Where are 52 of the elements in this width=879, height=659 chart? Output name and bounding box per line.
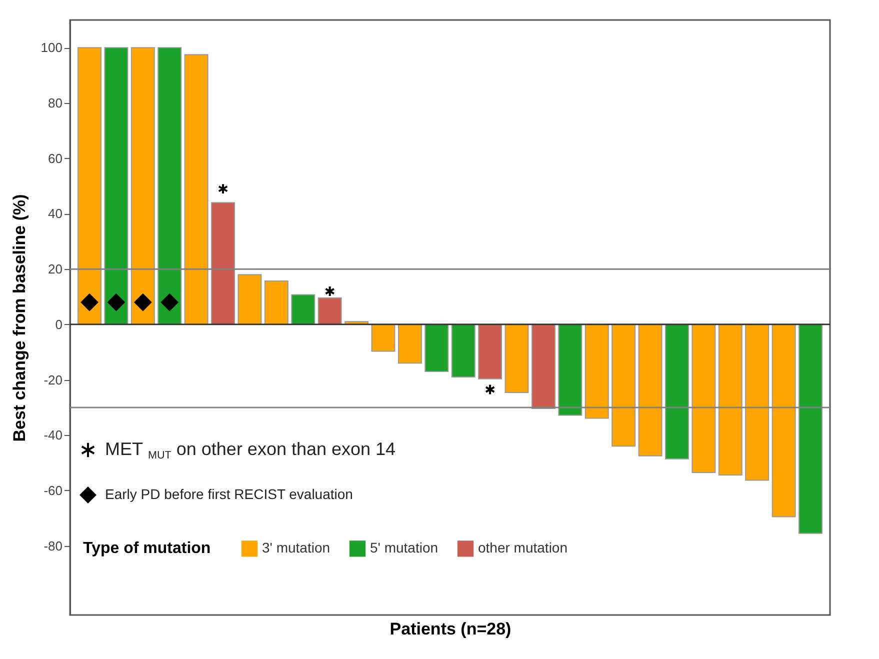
y-tick-label: 60 [48,150,62,166]
bar [398,324,422,364]
bar [130,47,155,325]
y-tick-label: 100 [40,40,62,56]
point [218,183,228,195]
legend-title: Type of mutation [83,540,211,557]
legend-label: 3' mutation [262,540,330,556]
bar [158,47,182,325]
x-axis-title: Patients (n=28) [390,620,512,638]
point [484,384,496,396]
bar [478,324,502,380]
y-tick-label: -20 [44,372,62,388]
bar [772,324,796,518]
bar [665,324,689,460]
y-axis-title: Best change from baseline (%) [10,194,29,442]
bar [184,54,208,325]
bar [612,324,636,447]
bar [584,324,609,419]
point [324,285,335,297]
bar [264,280,288,325]
y-tick-label: 40 [48,206,62,222]
bar [424,324,449,372]
bar [504,324,529,393]
point [134,293,152,312]
legend-label: Early PD before first RECIST evaluation [105,486,353,502]
bar [558,324,582,416]
y-tick-label: 0 [55,316,62,332]
bar [371,324,396,352]
y-tick-label: -60 [44,482,62,498]
bar [692,324,716,473]
y-tick-label: -80 [44,538,62,554]
bar [104,47,128,325]
legend-label: other mutation [478,540,568,556]
bar [531,324,556,410]
y-tick-label: 80 [48,96,62,111]
point [107,293,126,312]
point [80,293,98,312]
bar [745,324,770,481]
bar [318,297,342,325]
bar [638,324,662,456]
y-tick-label: -40 [44,428,62,443]
bar [238,274,262,325]
bar [718,324,742,476]
bar [798,324,822,534]
legend-label: MET MUT on other exon than exon 14 [105,439,396,462]
legend-label: 5' mutation [370,540,438,556]
bar [291,294,316,325]
point [160,293,179,312]
bar [211,202,235,325]
bar [451,324,476,378]
bar [78,47,102,325]
y-tick-label: 20 [48,262,62,277]
